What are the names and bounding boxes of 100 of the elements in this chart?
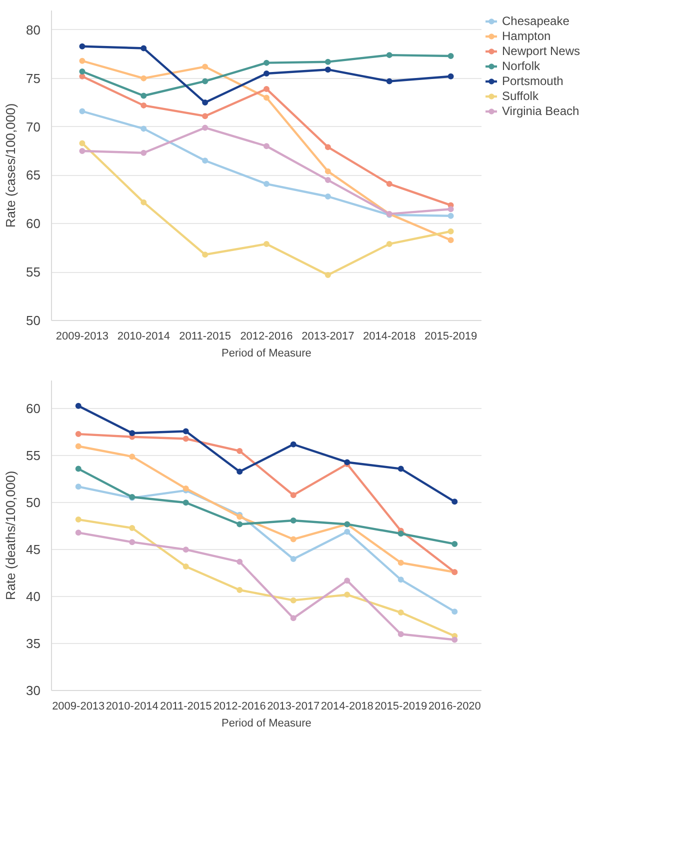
point — [75, 443, 82, 450]
point — [398, 576, 404, 583]
legend-label: Newport News — [502, 44, 580, 58]
point — [79, 140, 86, 146]
y-tick-label: 45 — [26, 542, 41, 558]
point — [452, 498, 458, 505]
point — [452, 608, 458, 615]
x-axis-title: Period of Measure — [222, 718, 312, 730]
x-tick-label: 2015-2019 — [424, 330, 478, 342]
y-tick-label: 50 — [26, 313, 41, 328]
legend-label: Chesapeake — [502, 14, 570, 28]
point — [386, 78, 392, 84]
x-axis-title: Period of Measure — [222, 348, 312, 360]
point — [182, 436, 189, 442]
point — [324, 272, 331, 278]
x-tick-label: 2014-2018 — [363, 330, 416, 342]
point — [79, 148, 86, 154]
point — [236, 448, 243, 454]
point — [290, 492, 296, 498]
x-tick-label: 2012-2016 — [240, 330, 293, 342]
point — [324, 177, 331, 184]
point — [79, 43, 86, 50]
point — [344, 528, 350, 535]
legend-label: Suffolk — [502, 89, 538, 103]
y-tick-label: 65 — [26, 168, 41, 183]
point — [448, 228, 454, 234]
x-tick-label: 2015-2019 — [374, 700, 428, 712]
point — [452, 540, 458, 547]
point — [202, 113, 208, 120]
point — [344, 592, 350, 598]
y-axis-title: Rate (cases/100,000) — [3, 103, 18, 228]
point — [236, 521, 243, 528]
point — [75, 431, 82, 438]
point — [79, 108, 86, 114]
point — [140, 102, 147, 108]
y-tick-label: 30 — [26, 683, 41, 698]
point — [264, 143, 270, 150]
legend-label: Hampton — [502, 29, 551, 43]
point — [324, 66, 331, 73]
point — [140, 75, 147, 82]
point — [140, 150, 147, 156]
point — [448, 53, 454, 60]
point — [75, 466, 82, 472]
y-tick-label: 80 — [26, 22, 41, 38]
point — [75, 402, 82, 409]
y-tick-label: 55 — [26, 448, 41, 464]
point — [129, 524, 136, 531]
point — [79, 58, 86, 64]
y-tick-label: 60 — [26, 216, 41, 232]
point — [75, 516, 82, 523]
point — [236, 558, 243, 565]
y-tick-label: 75 — [26, 70, 41, 86]
y-tick-label: 70 — [26, 119, 41, 134]
point — [75, 530, 82, 536]
point — [202, 64, 208, 70]
x-tick-label: 2014-2018 — [320, 700, 374, 712]
point — [448, 73, 454, 80]
y-tick-label: 40 — [26, 589, 41, 604]
point — [398, 631, 404, 638]
point — [264, 60, 270, 66]
point — [448, 237, 454, 244]
y-tick-label: 60 — [26, 401, 41, 416]
x-tick-label: 2011-2015 — [160, 700, 212, 712]
y-tick-label: 50 — [26, 495, 41, 510]
point — [129, 539, 136, 546]
y-tick-label: 55 — [26, 264, 41, 280]
point — [202, 100, 208, 106]
y-tick-label: 35 — [26, 636, 41, 652]
point — [79, 68, 86, 75]
legend-label: Virginia Beach — [502, 104, 580, 118]
point — [140, 45, 147, 52]
x-tick-label: 2013-2017 — [302, 330, 354, 342]
x-tick-label: 2013-2017 — [267, 700, 320, 712]
point — [290, 597, 296, 604]
point — [398, 560, 404, 566]
point — [290, 441, 296, 448]
point — [264, 86, 270, 92]
point — [264, 94, 270, 101]
point — [202, 124, 208, 131]
point — [386, 52, 392, 58]
point — [324, 58, 331, 65]
point — [140, 92, 147, 99]
x-tick-label: 2009-2013 — [52, 700, 105, 712]
legend-label: Norfolk — [502, 59, 540, 73]
x-tick-label: 2009-2013 — [56, 330, 109, 342]
point — [386, 240, 392, 247]
point — [202, 78, 208, 84]
point — [236, 468, 243, 475]
x-tick-label: 2010-2014 — [117, 330, 170, 342]
point — [264, 70, 270, 76]
point — [448, 206, 454, 212]
point — [398, 466, 404, 472]
point — [264, 240, 270, 247]
point — [182, 500, 189, 506]
point — [290, 517, 296, 524]
x-tick-label: 2016-2020 — [428, 700, 481, 712]
point — [324, 144, 331, 150]
point — [290, 556, 296, 562]
x-tick-label: 2011-2015 — [179, 330, 231, 342]
point — [344, 578, 350, 584]
